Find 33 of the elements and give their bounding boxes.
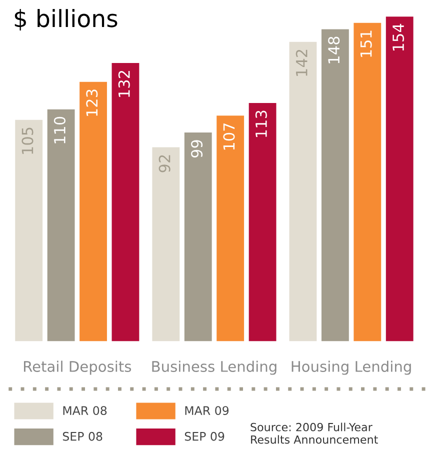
legend-label: SEP 08 (62, 432, 102, 441)
x-tick-label: Housing Lending (292, 360, 411, 375)
bar (184, 132, 212, 342)
data-label: 142 (296, 50, 308, 76)
bar (47, 109, 75, 342)
bar (289, 42, 317, 342)
data-label: 151 (360, 30, 372, 57)
bar (15, 120, 43, 342)
bar (354, 22, 382, 342)
bar (216, 116, 244, 342)
bar (386, 16, 414, 342)
x-tick-label: Business Lending (152, 360, 276, 375)
chart-title: $ billions (14, 9, 118, 30)
data-label: 148 (328, 36, 340, 64)
bar (80, 82, 107, 342)
data-label: 107 (223, 123, 235, 150)
data-label: 92 (158, 155, 170, 172)
data-label: 154 (392, 24, 404, 51)
x-tick-label: Retail Deposits (24, 360, 132, 375)
data-label: 123 (86, 90, 98, 116)
legend-label: MAR 09 (185, 406, 229, 416)
data-label: 110 (54, 116, 66, 144)
data-label: 132 (118, 70, 130, 97)
bar (321, 29, 349, 342)
data-label: 105 (22, 128, 34, 154)
data-label: 113 (255, 110, 267, 137)
legend-label: MAR 08 (63, 406, 107, 416)
bar (152, 147, 180, 342)
source-note: Source: 2009 Full-Year Results Announcement (250, 422, 378, 444)
data-label: 99 (191, 140, 203, 158)
bar (112, 62, 140, 342)
legend-label: SEP 09 (184, 432, 224, 441)
bar (248, 103, 276, 342)
